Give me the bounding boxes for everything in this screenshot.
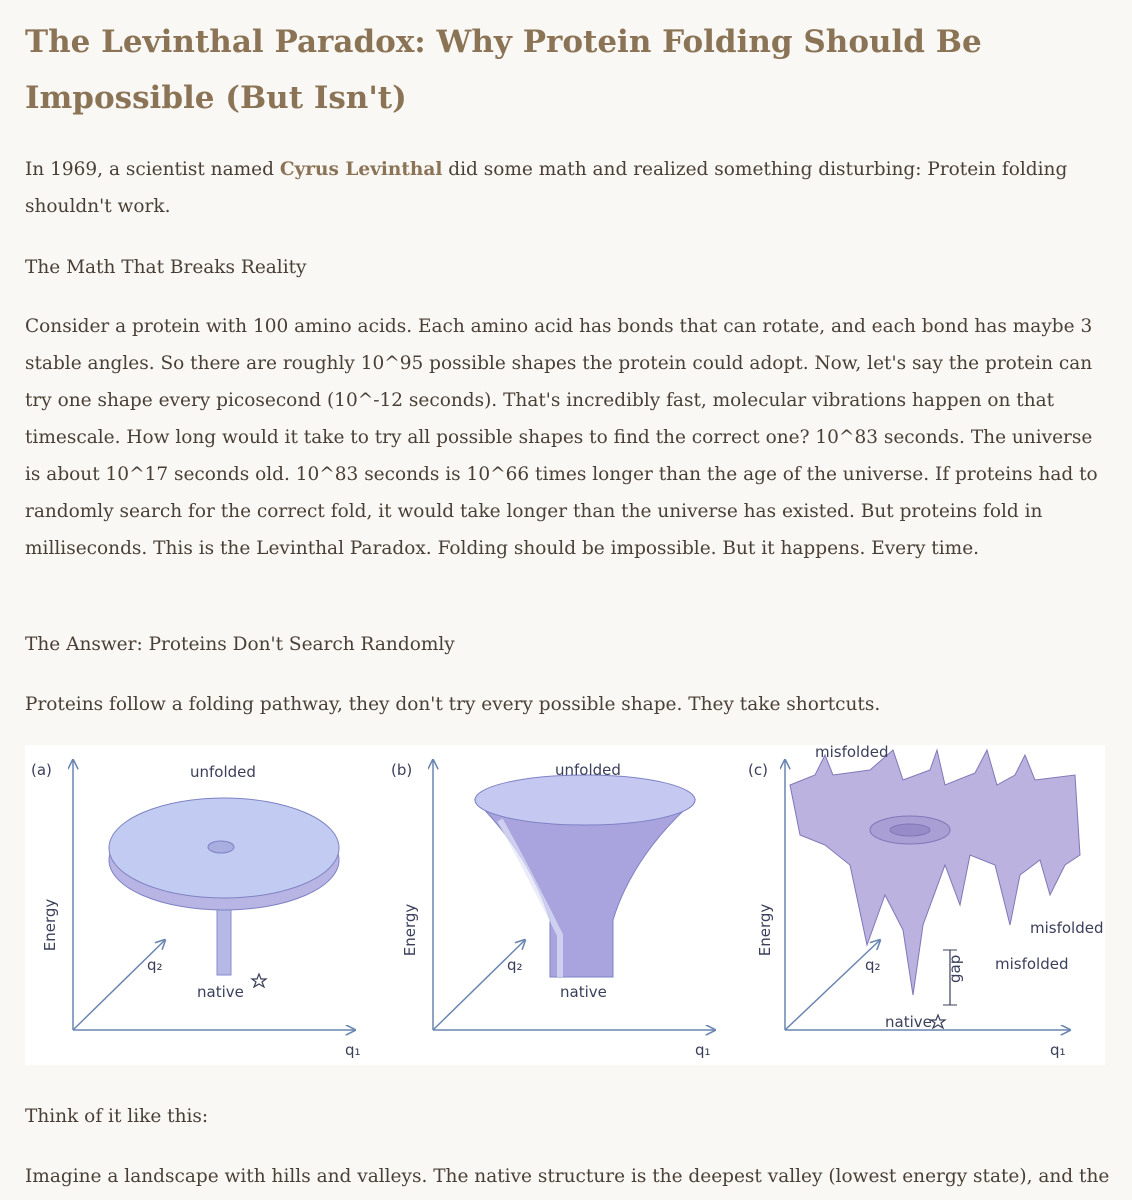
state-label: native: [197, 983, 244, 1001]
state-label: native: [885, 1013, 932, 1031]
state-label: unfolded: [190, 763, 256, 781]
axis-label: Energy: [41, 899, 59, 952]
axis-label: q₂: [865, 956, 881, 974]
state-label: misfolded: [815, 745, 889, 761]
axis-label: q₁: [695, 1041, 711, 1059]
state-label: misfolded: [1030, 919, 1104, 937]
panel-c: [785, 760, 1070, 1030]
panel-label: (a): [31, 761, 52, 779]
state-label: native: [560, 983, 607, 1001]
paragraph: Think of it like this:: [25, 1106, 209, 1127]
axis-label: Energy: [401, 904, 419, 957]
flat-landscape: [108, 797, 340, 976]
panel-label: (b): [391, 761, 412, 779]
person-name: Cyrus Levinthal: [279, 159, 443, 180]
figure: (a) unfolded native Energy q₁ q₂ (b) unfolded na…: [25, 745, 1105, 1065]
paragraph: Proteins follow a folding pathway, they …: [25, 694, 881, 715]
paragraph: Imagine a landscape with hills and valle…: [25, 1166, 1110, 1187]
panel-a: [73, 760, 355, 1030]
panel-label: (c): [748, 761, 768, 779]
panel-b: [433, 760, 715, 1030]
state-label: unfolded: [555, 761, 621, 779]
state-label: misfolded: [995, 955, 1069, 973]
section-heading: The Answer: Proteins Don't Search Random…: [25, 634, 455, 655]
text: did some math and realized something dis…: [25, 159, 1068, 217]
axis-label: q₂: [507, 956, 523, 974]
text: In 1969, a scientist named: [25, 159, 280, 180]
axis-label: q₁: [1050, 1041, 1066, 1059]
section-heading: The Math That Breaks Reality: [25, 257, 307, 278]
rugged-landscape: [789, 748, 1081, 1006]
intro-paragraph: In 1969, a scientist named Cyrus Levinth…: [25, 151, 1110, 225]
axis-label: q₂: [147, 956, 163, 974]
axis-label: Energy: [756, 904, 774, 957]
axis-label: q₁: [345, 1041, 361, 1059]
paragraph: Consider a protein with 100 amino acids.…: [25, 316, 1098, 559]
gap-label: gap: [946, 955, 964, 983]
article-title: The Levinthal Paradox: Why Protein Foldi…: [25, 24, 982, 116]
funnel-landscape: [473, 774, 697, 978]
star-icons: [250, 972, 947, 1030]
